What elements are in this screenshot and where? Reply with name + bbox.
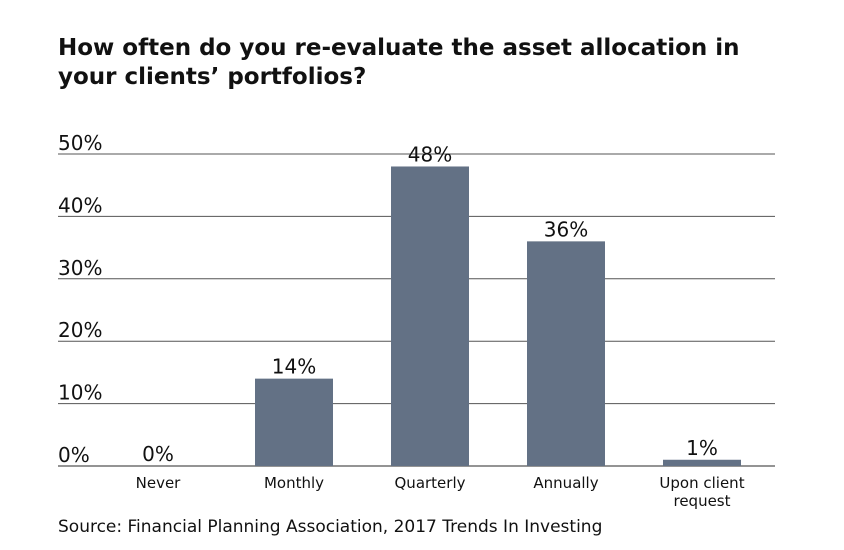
category-label-line: Never bbox=[136, 474, 182, 492]
bar bbox=[391, 166, 469, 467]
category-label: Annually bbox=[533, 474, 598, 492]
data-label: 36% bbox=[544, 217, 588, 241]
category-label-line: Quarterly bbox=[395, 474, 466, 492]
y-tick-label: 0% bbox=[58, 443, 90, 467]
chart-title: How often do you re-evaluate the asset a… bbox=[58, 35, 740, 90]
y-axis-tick-labels: 0% 10% 20% 30% 40% 50% bbox=[58, 131, 102, 467]
category-label-line: request bbox=[673, 492, 730, 510]
category-label: Never bbox=[136, 474, 182, 492]
category-label-line: Upon client bbox=[659, 474, 744, 492]
category-label: Monthly bbox=[264, 474, 324, 492]
bar bbox=[663, 459, 741, 466]
y-tick-label: 20% bbox=[58, 318, 102, 342]
y-tick-label: 10% bbox=[58, 381, 102, 405]
y-tick-label: 40% bbox=[58, 193, 102, 217]
bar bbox=[527, 241, 605, 466]
source-note: Source: Financial Planning Association, … bbox=[58, 517, 603, 537]
category-label-line: Monthly bbox=[264, 474, 324, 492]
data-labels: 0% 14% 48% 36% 1% bbox=[142, 142, 718, 466]
y-tick-label: 50% bbox=[58, 131, 102, 155]
bar-chart: 0% 10% 20% 30% 40% 50% 0% 14% 48% 36% 1% Never Mon… bbox=[58, 131, 775, 510]
data-label: 14% bbox=[272, 355, 316, 379]
bars bbox=[255, 166, 741, 467]
category-label: Upon client request bbox=[659, 474, 744, 510]
category-labels: Never Monthly Quarterly Annually Upon client… bbox=[136, 474, 745, 510]
data-label: 0% bbox=[142, 442, 174, 466]
data-label: 1% bbox=[686, 436, 718, 460]
data-label: 48% bbox=[408, 142, 452, 166]
category-label-line: Annually bbox=[533, 474, 598, 492]
bar bbox=[255, 378, 333, 466]
category-label: Quarterly bbox=[395, 474, 466, 492]
y-tick-label: 30% bbox=[58, 256, 102, 280]
